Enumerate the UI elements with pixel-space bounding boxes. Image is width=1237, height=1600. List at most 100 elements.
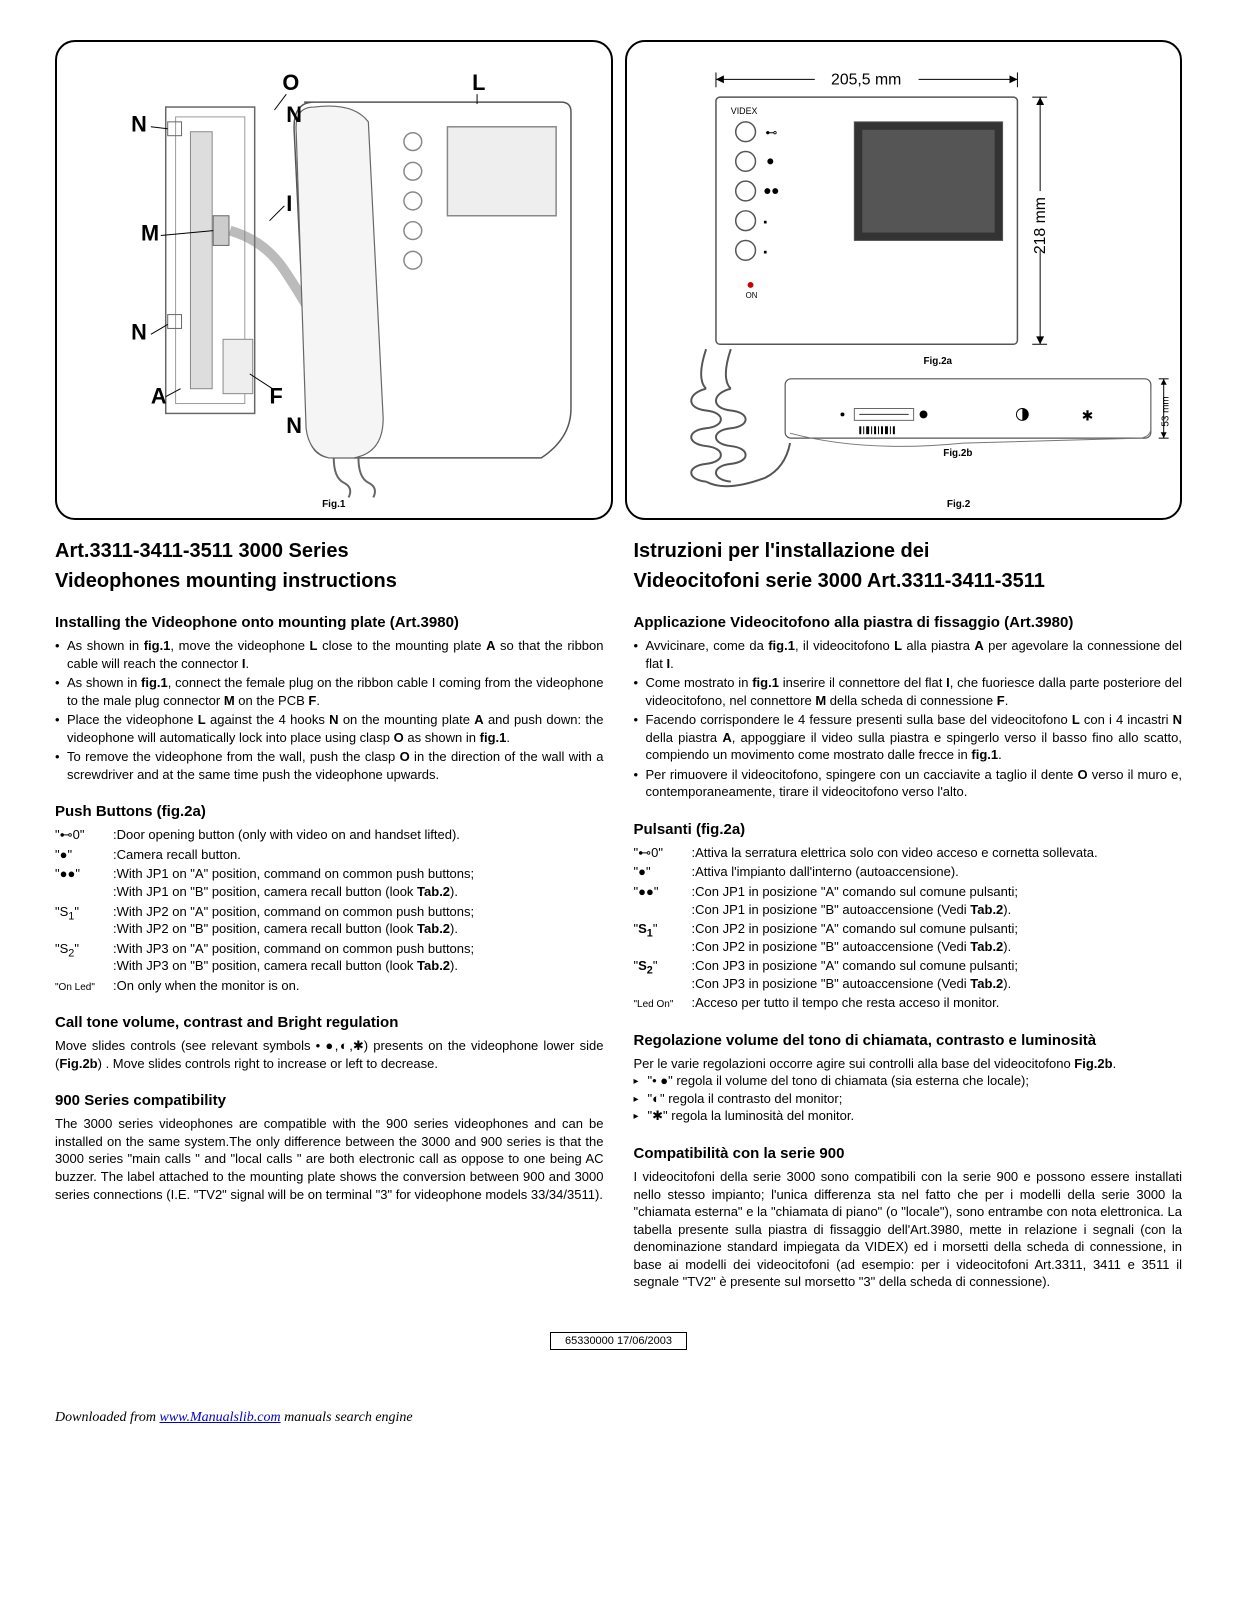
footer-text: 65330000 17/06/2003 (550, 1332, 687, 1350)
button-row: "●":Attiva l'impianto dall'interno (auto… (634, 863, 1183, 881)
svg-text:ON: ON (745, 291, 757, 300)
button-row: "Led On":Acceso per tutto il tempo che r… (634, 994, 1183, 1012)
arrow-item: "✱" regola la luminosità del monitor. (634, 1107, 1183, 1125)
right-sec1-title: Applicazione Videocitofono alla piastra … (634, 614, 1183, 631)
button-desc: :On only when the monitor is on. (113, 977, 604, 995)
right-sec2-title: Pulsanti (fig.2a) (634, 821, 1183, 838)
fig2-label: Fig.2 (947, 499, 970, 510)
button-row: "S2":Con JP3 in posizione "A" comando su… (634, 957, 1183, 992)
left-column: Art.3311-3411-3511 3000 Series Videophon… (55, 538, 604, 1291)
button-row: "⊷0":Door opening button (only with vide… (55, 826, 604, 844)
left-sec1-list: As shown in fig.1, move the videophone L… (55, 637, 604, 783)
button-desc: :Con JP2 in posizione "A" comando sul co… (692, 920, 1183, 955)
button-symbol: "●●" (55, 865, 113, 900)
left-title-2: Videophones mounting instructions (55, 568, 604, 594)
right-sec1-list: Avvicinare, come da fig.1, il videocitof… (634, 637, 1183, 801)
fig2-diagram: 205,5 mm 218 mm VIDEX ⊷ ▪ ▪ (627, 42, 1181, 518)
button-row: "On Led":On only when the monitor is on. (55, 977, 604, 995)
download-line: Downloaded from www.Manualslib.com manua… (55, 1410, 1182, 1426)
footer: 65330000 17/06/2003 (55, 1331, 1182, 1350)
list-item: As shown in fig.1, connect the female pl… (55, 674, 604, 709)
left-sec4-text: The 3000 series videophones are compatib… (55, 1115, 604, 1203)
svg-text:M: M (141, 220, 159, 245)
svg-text:▪: ▪ (763, 246, 767, 258)
svg-text:N: N (286, 102, 302, 127)
left-sec2-title: Push Buttons (fig.2a) (55, 803, 604, 820)
button-symbol: "Led On" (634, 994, 692, 1012)
right-sec3-title: Regolazione volume del tono di chiamata,… (634, 1032, 1183, 1049)
button-desc: :With JP3 on "A" position, command on co… (113, 940, 604, 975)
figure-2-box: 205,5 mm 218 mm VIDEX ⊷ ▪ ▪ (625, 40, 1183, 520)
svg-text:L: L (472, 70, 485, 95)
button-desc: :With JP2 on "A" position, command on co… (113, 903, 604, 938)
left-buttons: "⊷0":Door opening button (only with vide… (55, 826, 604, 994)
download-link[interactable]: www.Manualslib.com (159, 1410, 280, 1425)
list-item: Come mostrato in fig.1 inserire il conne… (634, 674, 1183, 709)
left-title-1: Art.3311-3411-3511 3000 Series (55, 538, 604, 564)
figure-1-box: O L N N I M N A F N Fig.1 (55, 40, 613, 520)
button-symbol: "●●" (634, 883, 692, 918)
list-item: Facendo corrispondere le 4 fessure prese… (634, 711, 1183, 764)
list-item: As shown in fig.1, move the videophone L… (55, 637, 604, 672)
button-symbol: "On Led" (55, 977, 113, 995)
content-columns: Art.3311-3411-3511 3000 Series Videophon… (55, 538, 1182, 1291)
button-desc: :Attiva l'impianto dall'interno (autoacc… (692, 863, 1183, 881)
right-buttons: "⊷0":Attiva la serratura elettrica solo … (634, 844, 1183, 1012)
button-symbol: "S1" (634, 920, 692, 955)
download-prefix: Downloaded from (55, 1410, 159, 1425)
svg-text:N: N (131, 112, 147, 137)
svg-text:⊷: ⊷ (765, 126, 777, 140)
list-item: To remove the videophone from the wall, … (55, 748, 604, 783)
right-sec3-text: Per le varie regolazioni occorre agire s… (634, 1055, 1183, 1073)
button-symbol: "S1" (55, 903, 113, 938)
right-sec4-title: Compatibilità con la serie 900 (634, 1145, 1183, 1162)
left-sec3-text: Move slides controls (see relevant symbo… (55, 1037, 604, 1072)
button-desc: :With JP1 on "A" position, command on co… (113, 865, 604, 900)
svg-text:53 mm: 53 mm (1160, 396, 1171, 426)
svg-text:N: N (131, 319, 147, 344)
button-symbol: "S2" (55, 940, 113, 975)
svg-text:Fig.2a: Fig.2a (923, 356, 952, 367)
button-row: "S1":With JP2 on "A" position, command o… (55, 903, 604, 938)
svg-text:205,5 mm: 205,5 mm (831, 71, 901, 88)
svg-text:O: O (282, 70, 299, 95)
svg-text:Fig.2b: Fig.2b (943, 448, 972, 459)
right-title-2: Videocitofoni serie 3000 Art.3311-3411-3… (634, 568, 1183, 594)
svg-text:N: N (286, 413, 302, 438)
svg-text:VIDEX: VIDEX (730, 106, 757, 116)
button-desc: :Attiva la serratura elettrica solo con … (692, 844, 1183, 862)
button-desc: :Door opening button (only with video on… (113, 826, 604, 844)
button-row: "S1":Con JP2 in posizione "A" comando su… (634, 920, 1183, 955)
download-suffix: manuals search engine (281, 1410, 413, 1425)
button-symbol: "S2" (634, 957, 692, 992)
button-row: "S2":With JP3 on "A" position, command o… (55, 940, 604, 975)
button-row: "●●":Con JP1 in posizione "A" comando su… (634, 883, 1183, 918)
button-row: "⊷0":Attiva la serratura elettrica solo … (634, 844, 1183, 862)
left-sec4-title: 900 Series compatibility (55, 1092, 604, 1109)
left-sec3-title: Call tone volume, contrast and Bright re… (55, 1014, 604, 1031)
svg-text:218 mm: 218 mm (1032, 197, 1049, 254)
list-item: Per rimuovere il videocitofono, spingere… (634, 766, 1183, 801)
svg-text:I: I (286, 191, 292, 216)
button-symbol: "⊷0" (55, 826, 113, 844)
list-item: Place the videophone L against the 4 hoo… (55, 711, 604, 746)
svg-text:A: A (151, 384, 167, 409)
left-sec1-title: Installing the Videophone onto mounting … (55, 614, 604, 631)
svg-text:F: F (270, 384, 283, 409)
button-desc: :Con JP3 in posizione "A" comando sul co… (692, 957, 1183, 992)
svg-text:✱: ✱ (1081, 407, 1093, 423)
button-row: "●":Camera recall button. (55, 846, 604, 864)
right-sec3-arrows: "• ●" regola il volume del tono di chiam… (634, 1072, 1183, 1125)
button-desc: :Camera recall button. (113, 846, 604, 864)
button-symbol: "●" (634, 863, 692, 881)
fig1-label: Fig.1 (322, 499, 345, 510)
button-row: "●●":With JP1 on "A" position, command o… (55, 865, 604, 900)
right-title-1: Istruzioni per l'installazione dei (634, 538, 1183, 564)
fig1-diagram: O L N N I M N A F N (57, 42, 611, 518)
figures-row: O L N N I M N A F N Fig.1 (55, 40, 1182, 520)
button-symbol: "⊷0" (634, 844, 692, 862)
button-symbol: "●" (55, 846, 113, 864)
button-desc: :Acceso per tutto il tempo che resta acc… (692, 994, 1183, 1012)
button-desc: :Con JP1 in posizione "A" comando sul co… (692, 883, 1183, 918)
list-item: Avvicinare, come da fig.1, il videocitof… (634, 637, 1183, 672)
